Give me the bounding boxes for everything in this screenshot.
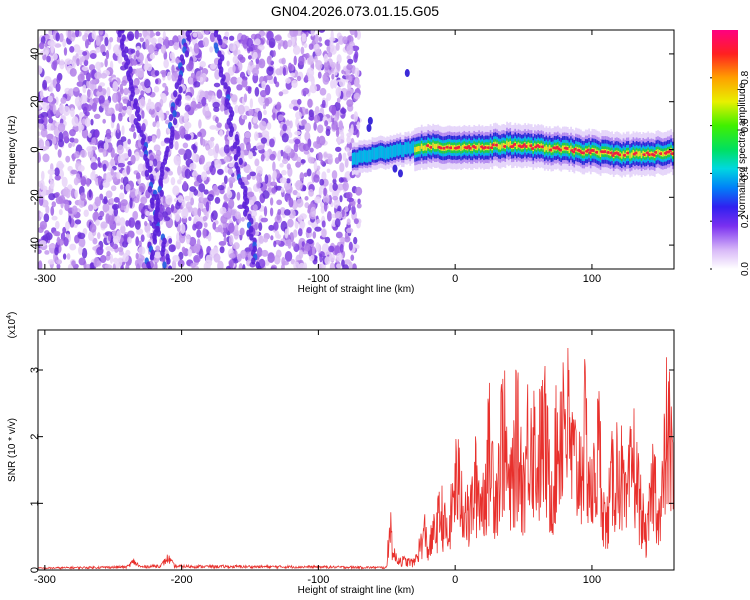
spec-ytick-label: 40: [29, 48, 41, 60]
colorbar-label: Normalized spectral amplitude: [737, 82, 748, 217]
snr-ytick-label: 1: [29, 500, 41, 506]
snr-multiplier-exponent: 4: [6, 315, 13, 319]
svg-text:(x104): (x104): [6, 312, 18, 339]
snr-ytick-label: 0: [29, 567, 41, 573]
spectrogram-blob: [404, 69, 410, 78]
spectrogram-ylabel: Frequency (Hz): [7, 116, 18, 185]
spectrogram-blob: [397, 169, 403, 178]
snr-xtick-label: -300: [34, 574, 56, 586]
spec-ytick-label: 0: [29, 146, 41, 152]
snr-xtick-label: -200: [171, 574, 193, 586]
snr-ylabel: SNR (10 * v/v): [7, 418, 18, 482]
spec-xtick-label: -300: [34, 273, 56, 285]
spectrogram-signal-band: [351, 121, 674, 178]
spectrogram-xlabel: Height of straight line (km): [298, 284, 415, 295]
spectrogram-streak: [144, 30, 193, 269]
colorbar: 0.0 0.2 0.4 0.6 0.8: [710, 30, 750, 276]
spectrogram-panel: [38, 30, 674, 269]
snr-xlabel: Height of straight line (km): [298, 585, 415, 596]
snr-ytick-label: 3: [29, 367, 41, 373]
snr-ytick-label: 2: [29, 434, 41, 440]
spec-ytick-label: 20: [29, 96, 41, 108]
spectrogram-noise-field: [38, 30, 363, 269]
colorbar-gradient: [712, 30, 738, 269]
spec-ytick-label: -20: [29, 189, 41, 205]
spectrogram-blob: [366, 123, 372, 132]
spec-xtick-label: -200: [171, 273, 193, 285]
colorbar-tick-label: 0.6: [740, 118, 750, 132]
spectrogram-blob: [392, 164, 398, 173]
snr-xtick-label: 0: [452, 574, 458, 586]
snr-multiplier-base: (x10: [7, 318, 18, 338]
spectrogram-blob: [367, 116, 373, 125]
snr-xtick-label: 100: [583, 574, 601, 586]
figure-title: GN04.2026.073.01.15.G05: [271, 3, 439, 19]
snr-panel: -300 -200 -100 0 100 0 1 2 3: [29, 329, 675, 586]
spec-ytick-label: -40: [29, 237, 41, 253]
spec-xtick-label: -100: [307, 273, 329, 285]
snr-multiplier: (x104): [6, 312, 18, 339]
snr-line: [38, 347, 674, 570]
snr-xtick-label: -100: [307, 574, 329, 586]
colorbar-tick-label: 0.2: [740, 214, 750, 228]
spec-xtick-label: 0: [452, 273, 458, 285]
spec-xtick-label: 100: [583, 273, 601, 285]
colorbar-tick-label: 0.0: [740, 262, 750, 276]
snr-multiplier-close: ): [7, 312, 18, 315]
colorbar-tick-label: 0.8: [740, 70, 750, 84]
colorbar-tick-label: 0.4: [740, 166, 750, 180]
snr-frame: [37, 329, 675, 571]
spectrogram-streak: [213, 30, 262, 269]
